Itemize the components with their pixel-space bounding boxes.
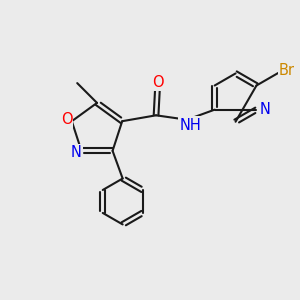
Text: N: N	[259, 102, 270, 117]
Text: NH: NH	[180, 118, 201, 133]
Text: O: O	[152, 74, 163, 89]
Text: Br: Br	[279, 63, 295, 78]
Text: N: N	[71, 145, 82, 160]
Text: O: O	[61, 112, 72, 127]
